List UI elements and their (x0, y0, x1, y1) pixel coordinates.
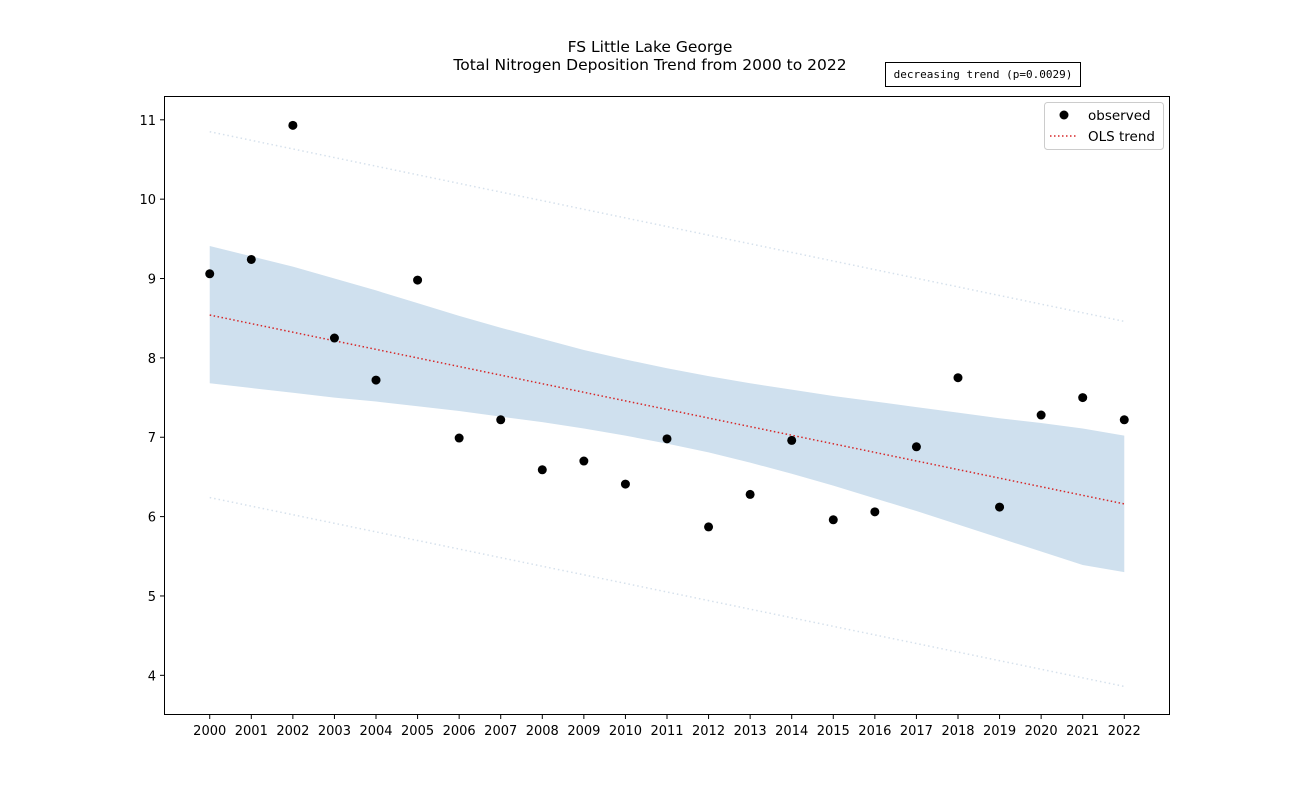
x-tick-label: 2015 (817, 724, 850, 739)
observed-point (1036, 410, 1046, 420)
x-tick-label: 2004 (359, 724, 392, 739)
observed-point (828, 515, 838, 525)
x-tick-label: 2019 (983, 724, 1016, 739)
observed-point (205, 269, 215, 279)
observed-point (246, 254, 256, 264)
trend-annotation: decreasing trend (p=0.0029) (894, 68, 1073, 81)
trend-annotation-box: decreasing trend (p=0.0029) (885, 62, 1081, 87)
x-tick-label: 2001 (235, 724, 268, 739)
legend-trend-label: OLS trend (1088, 129, 1155, 145)
x-tick-label: 2011 (650, 724, 683, 739)
x-tick-label: 2002 (276, 724, 309, 739)
x-tick-label: 2010 (609, 724, 642, 739)
observed-point (620, 479, 630, 489)
axes-frame (164, 96, 1170, 715)
observed-point (662, 434, 672, 444)
observed-point (579, 456, 589, 466)
observed-point (911, 442, 921, 452)
legend: observed OLS trend (1044, 102, 1164, 150)
observed-point (454, 433, 464, 443)
x-tick-label: 2009 (567, 724, 600, 739)
observed-point (870, 507, 880, 517)
y-tick-label: 11 (139, 114, 156, 129)
x-tick-label: 2007 (484, 724, 517, 739)
y-tick-label: 7 (148, 431, 156, 446)
x-tick-label: 2005 (401, 724, 434, 739)
x-tick-label: 2020 (1025, 724, 1058, 739)
observed-point (413, 275, 423, 285)
observed-point (537, 465, 547, 475)
legend-frame (1044, 102, 1164, 150)
x-tick-label: 2013 (734, 724, 767, 739)
x-tick-label: 2017 (900, 724, 933, 739)
chart-title: FS Little Lake George (568, 38, 733, 56)
observed-point (953, 373, 963, 383)
x-tick-label: 2016 (858, 724, 891, 739)
axes: 2000 2001 2002 2003 2004 2005 2006 2007 2008 2009… (139, 96, 1170, 739)
y-tick-label: 6 (148, 511, 156, 526)
legend-observed-label: observed (1088, 108, 1151, 124)
observed-point (1078, 393, 1088, 403)
observed-point (1119, 415, 1129, 425)
observed-point (371, 375, 381, 385)
y-tick-label: 4 (148, 669, 156, 684)
annotation-border (885, 62, 1081, 87)
x-tick-label: 2012 (692, 724, 725, 739)
observed-point (787, 435, 797, 445)
observed-point (329, 333, 339, 343)
observed-point (745, 489, 755, 499)
observed-point (995, 502, 1005, 512)
legend-observed-marker (1059, 110, 1069, 120)
observed-point (288, 120, 298, 130)
observed-point (704, 522, 714, 532)
x-tick-label: 2008 (526, 724, 559, 739)
y-tick-label: 9 (148, 273, 156, 288)
x-tick-label: 2003 (318, 724, 351, 739)
y-tick-label: 5 (148, 590, 156, 605)
x-tick-label: 2014 (775, 724, 808, 739)
x-tick-label: 2006 (443, 724, 476, 739)
chart-subtitle: Total Nitrogen Deposition Trend from 200… (452, 56, 846, 74)
plot-area (205, 120, 1129, 688)
y-tick-label: 8 (148, 352, 156, 367)
confidence-band (209, 245, 1125, 573)
x-tick-label: 2018 (941, 724, 974, 739)
x-tick-label: 2000 (193, 724, 226, 739)
x-tick-label: 2022 (1108, 724, 1141, 739)
y-tick-label: 10 (139, 193, 156, 208)
observed-point (496, 415, 506, 425)
x-tick-label: 2021 (1066, 724, 1099, 739)
